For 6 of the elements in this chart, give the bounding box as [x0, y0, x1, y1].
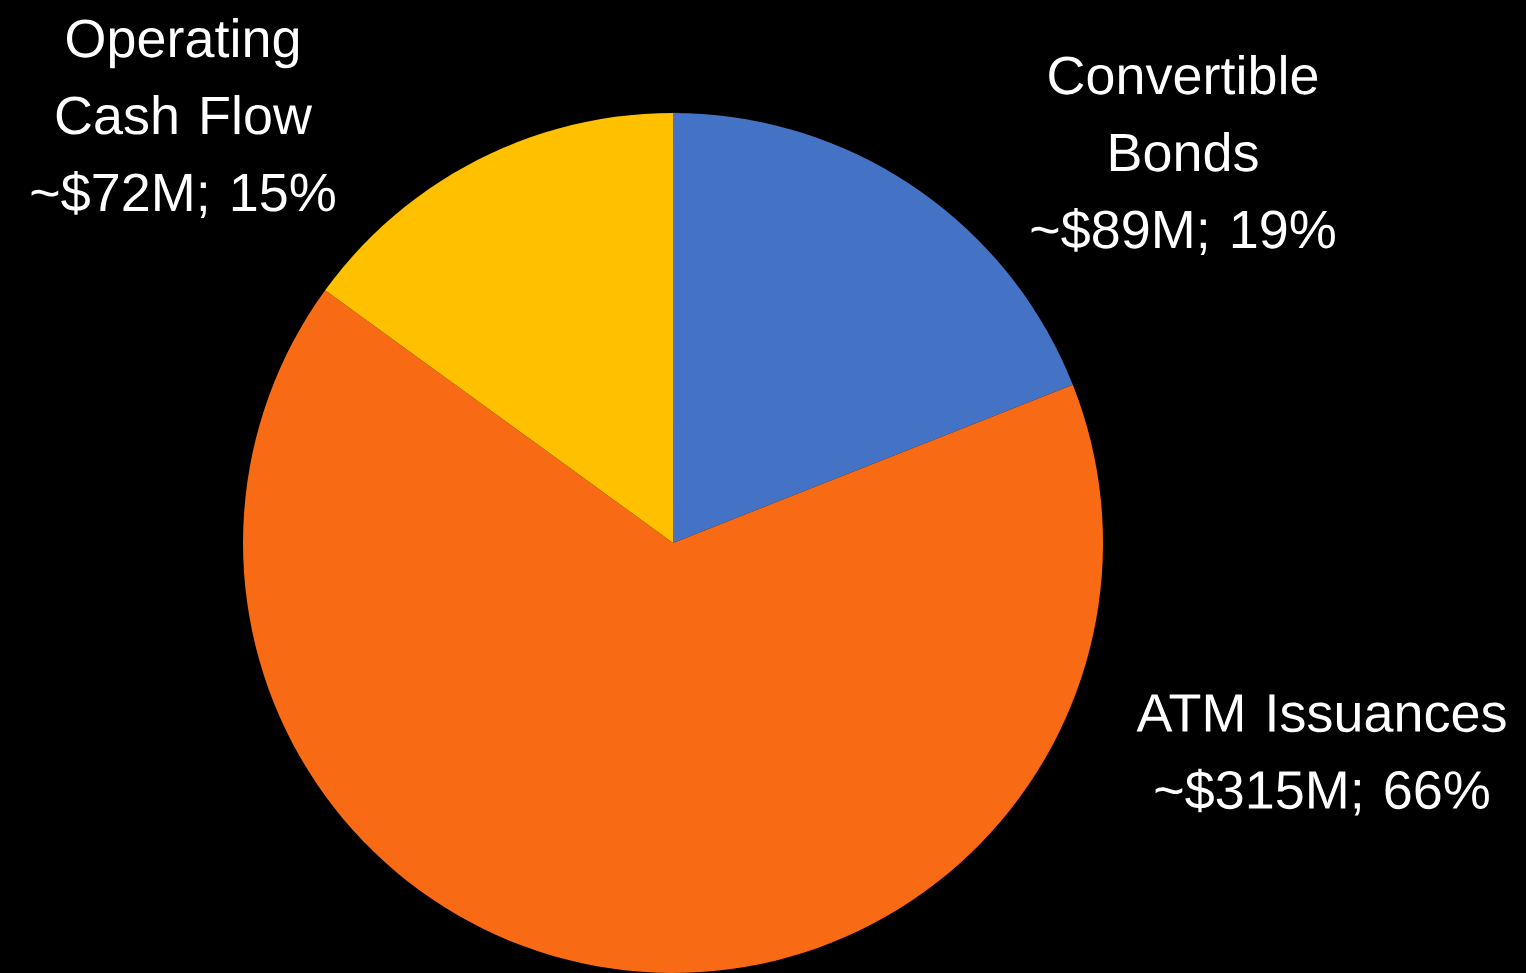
slice-label: Operating Cash Flow [56, 17, 313, 135]
data-label: ~$315M; 66% [1155, 768, 1489, 816]
slice-label: Convertible Bonds [1049, 54, 1318, 172]
data-label: ~$72M; 15% [31, 171, 335, 218]
slice-label: ATM Issuances [1136, 694, 1506, 733]
data-label: ~$89M; 19% [1031, 208, 1335, 255]
